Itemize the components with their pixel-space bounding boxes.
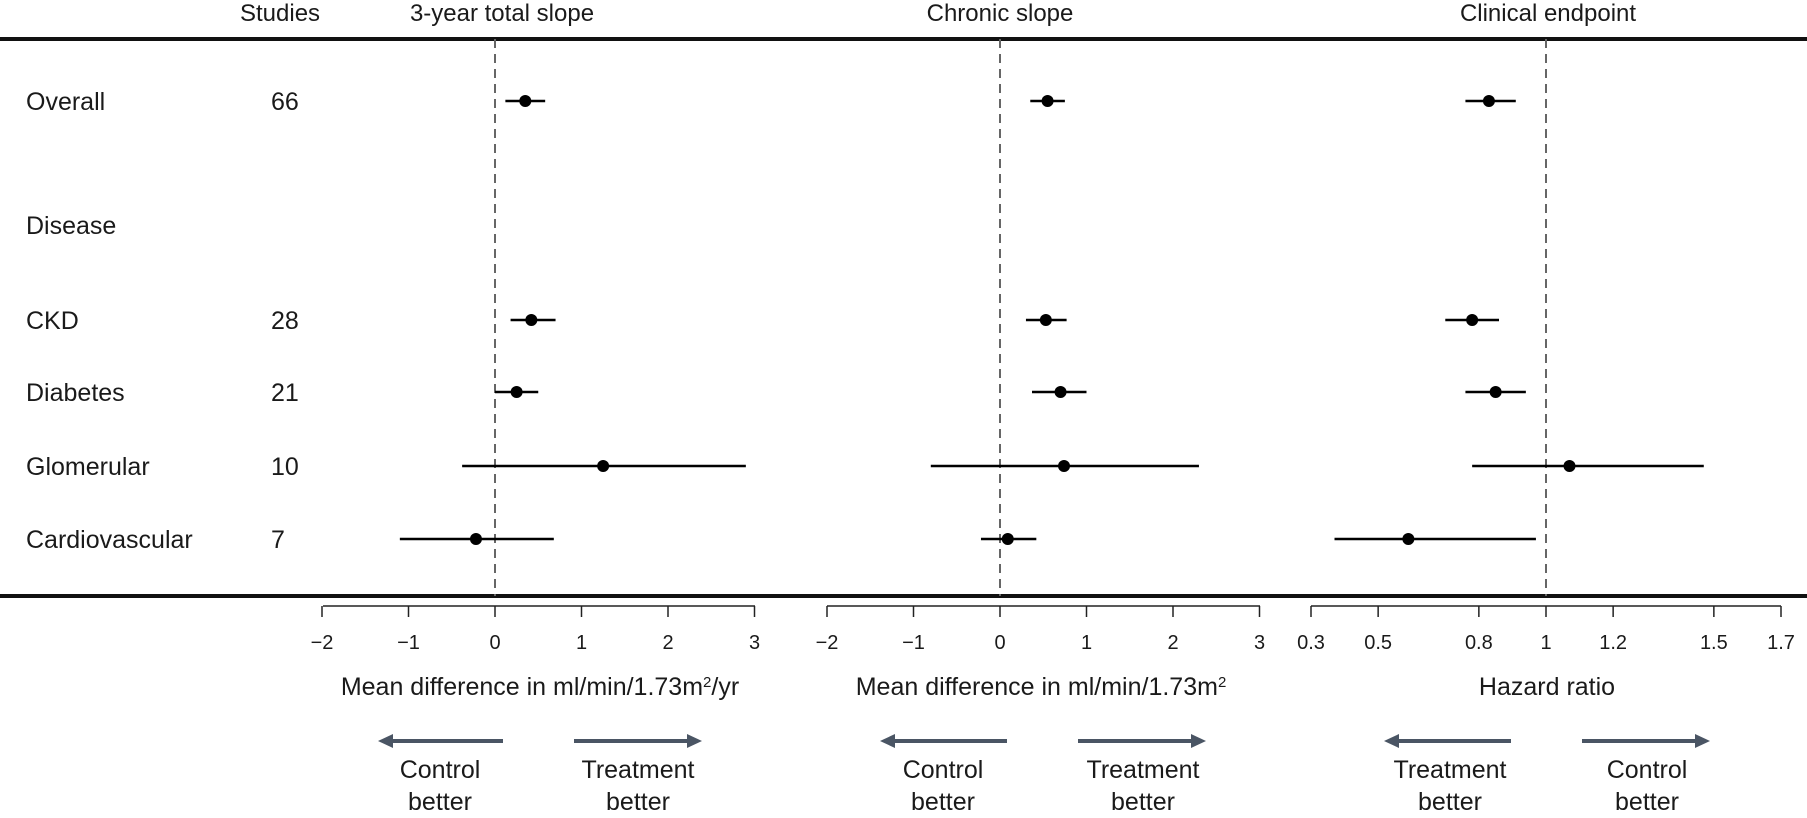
x-tick-label: 1	[1081, 632, 1092, 654]
left-arrow-icon	[1384, 734, 1399, 748]
point-estimate	[1563, 460, 1576, 472]
point-estimate	[1001, 533, 1014, 545]
point-estimate	[519, 95, 532, 107]
panel: 3-year total slope −2 −1 0 1 2 3 Mean differenc…	[311, 0, 760, 816]
x-axis-label: Hazard ratio	[1479, 673, 1615, 701]
x-axis-label: Mean difference in ml/min/1.73m2/yr	[341, 673, 739, 701]
right-arrow-label: Treatment better	[1086, 756, 1199, 816]
panel-title: 3-year total slope	[410, 0, 594, 27]
left-arrow-icon	[378, 734, 393, 748]
point-estimate	[525, 314, 538, 326]
left-arrow-icon	[880, 734, 895, 748]
x-tick-label: 3	[1254, 632, 1265, 654]
point-estimate	[1466, 314, 1479, 326]
panel-title: Chronic slope	[927, 0, 1074, 27]
x-tick-label: 1.2	[1599, 632, 1627, 654]
x-tick-label: 2	[662, 632, 673, 654]
row-label: Diabetes	[26, 379, 125, 407]
point-estimate	[1489, 386, 1502, 398]
study-count: 21	[271, 379, 299, 407]
x-tick-label: 2	[1167, 632, 1178, 654]
row-label: Glomerular	[26, 453, 150, 481]
point-estimate	[597, 460, 610, 472]
x-tick-label: 1	[576, 632, 587, 654]
x-tick-label: 0.8	[1465, 632, 1493, 654]
point-estimate	[1058, 460, 1071, 472]
right-arrow-label: Treatment better	[581, 756, 694, 816]
x-tick-label: 0.3	[1297, 632, 1325, 654]
study-count: 28	[271, 307, 299, 335]
x-tick-label: 0	[994, 632, 1005, 654]
left-arrow-label: Control better	[903, 756, 984, 816]
right-arrow-icon	[687, 734, 702, 748]
point-estimate	[1402, 533, 1415, 545]
x-tick-label: 1	[1540, 632, 1551, 654]
left-arrow-label: Treatment better	[1393, 756, 1506, 816]
point-estimate	[510, 386, 523, 398]
point-estimate	[1482, 95, 1495, 107]
point-estimate	[1041, 95, 1054, 107]
header-row: Studies	[240, 0, 320, 27]
studies-column-header: Studies	[240, 0, 320, 27]
x-tick-label: −1	[397, 632, 420, 654]
panel: Clinical endpoint 0.3 0.5 0.8 1 1.2 1.5 1.7 Haza…	[1297, 0, 1795, 816]
x-tick-label: 0.5	[1364, 632, 1392, 654]
row-label: CKD	[26, 307, 79, 335]
point-estimate	[1039, 314, 1052, 326]
point-estimate	[469, 533, 482, 545]
row-label: Overall	[26, 88, 105, 116]
x-axis-label: Mean difference in ml/min/1.73m2	[856, 673, 1227, 701]
row-label: Cardiovascular	[26, 526, 193, 554]
panel: Chronic slope −2 −1 0 1 2 3 Mean difference in …	[816, 0, 1265, 816]
x-tick-label: 1.5	[1700, 632, 1728, 654]
x-tick-label: −2	[816, 632, 839, 654]
point-estimate	[1054, 386, 1067, 398]
x-tick-label: 3	[749, 632, 760, 654]
forest-panels: 3-year total slope −2 −1 0 1 2 3 Mean differenc…	[311, 0, 1795, 816]
right-arrow-icon	[1695, 734, 1710, 748]
x-tick-label: 1.7	[1767, 632, 1795, 654]
study-count: 7	[271, 526, 285, 554]
panel-title: Clinical endpoint	[1460, 0, 1636, 27]
x-tick-label: 0	[489, 632, 500, 654]
row-label: Disease	[26, 212, 116, 240]
study-count: 66	[271, 88, 299, 116]
right-arrow-label: Control better	[1607, 756, 1688, 816]
row-labels: Overall 66 Disease CKD 28 Diabetes 21 Glomerula…	[26, 88, 299, 554]
left-arrow-label: Control better	[400, 756, 481, 816]
x-tick-label: −1	[902, 632, 925, 654]
study-count: 10	[271, 453, 299, 481]
x-tick-label: −2	[311, 632, 334, 654]
right-arrow-icon	[1191, 734, 1206, 748]
